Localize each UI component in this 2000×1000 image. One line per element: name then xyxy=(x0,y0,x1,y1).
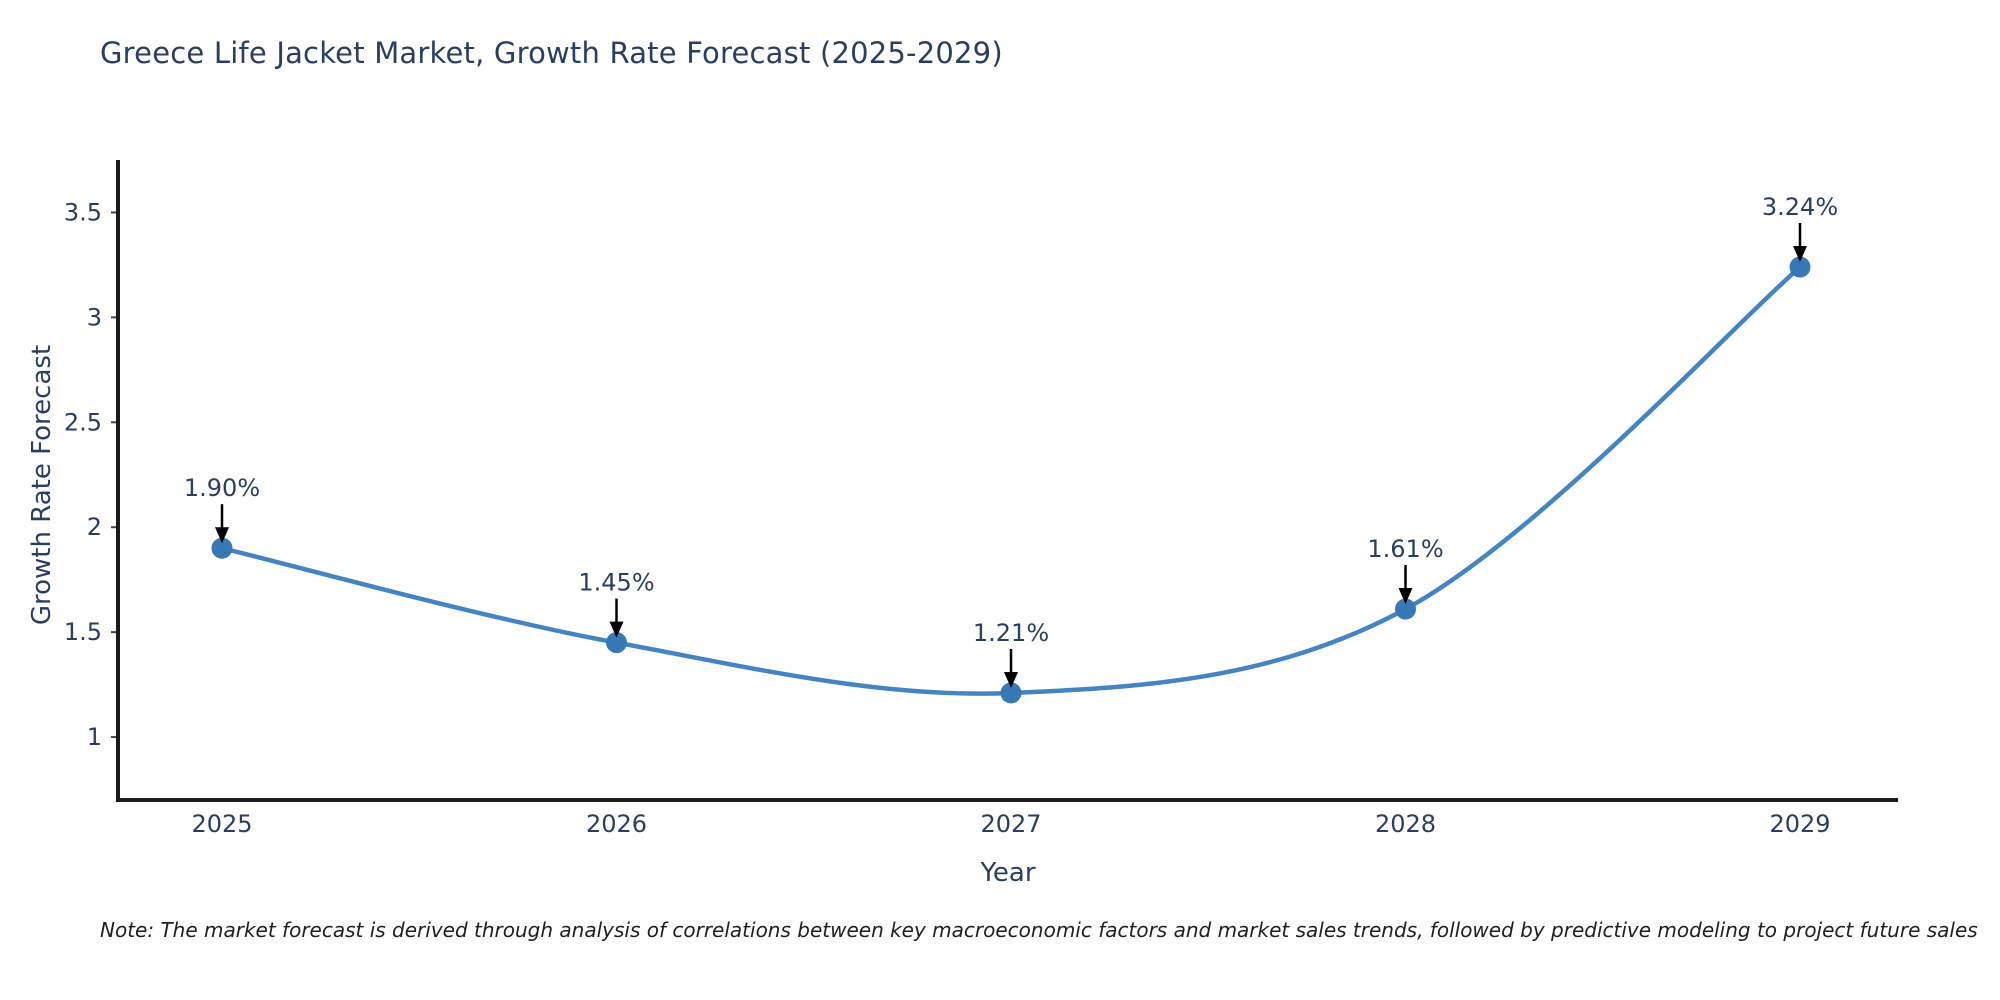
x-axis-tick-label: 2028 xyxy=(1375,810,1436,838)
x-axis-tick-label: 2025 xyxy=(191,810,252,838)
annotation-arrowhead xyxy=(1004,671,1018,688)
annotation-arrowhead xyxy=(1793,246,1807,263)
data-point-marker xyxy=(1000,682,1022,704)
point-value-label: 1.21% xyxy=(973,619,1049,647)
x-axis-tick-label: 2027 xyxy=(980,810,1041,838)
data-point-marker xyxy=(211,537,233,559)
point-value-label: 1.45% xyxy=(578,569,654,597)
chart-footnote: Note: The market forecast is derived thr… xyxy=(100,918,1978,942)
y-axis-tick-label: 1.5 xyxy=(64,618,102,646)
y-axis-tick-label: 2 xyxy=(87,513,102,541)
point-value-label: 3.24% xyxy=(1762,193,1838,221)
x-axis-title: Year xyxy=(980,858,1036,888)
annotation-arrowhead xyxy=(609,621,624,638)
data-point-marker xyxy=(1395,598,1416,620)
point-value-label: 1.90% xyxy=(184,474,260,502)
y-axis-title: Growth Rate Forecast xyxy=(27,344,57,626)
annotation-arrowhead xyxy=(215,527,229,544)
data-point-marker xyxy=(1789,256,1811,278)
y-axis-tick-label: 3 xyxy=(87,303,102,331)
y-axis-tick-label: 1 xyxy=(87,723,102,751)
point-value-label: 1.61% xyxy=(1367,535,1443,563)
x-axis-tick-label: 2029 xyxy=(1769,810,1830,838)
data-point-marker xyxy=(606,632,627,654)
x-axis-tick-label: 2026 xyxy=(586,810,647,838)
y-axis-tick-label: 2.5 xyxy=(64,408,102,436)
chart-title: Greece Life Jacket Market, Growth Rate F… xyxy=(100,36,1003,70)
annotation-arrowhead xyxy=(1398,588,1413,605)
y-axis-tick-label: 3.5 xyxy=(64,198,102,226)
